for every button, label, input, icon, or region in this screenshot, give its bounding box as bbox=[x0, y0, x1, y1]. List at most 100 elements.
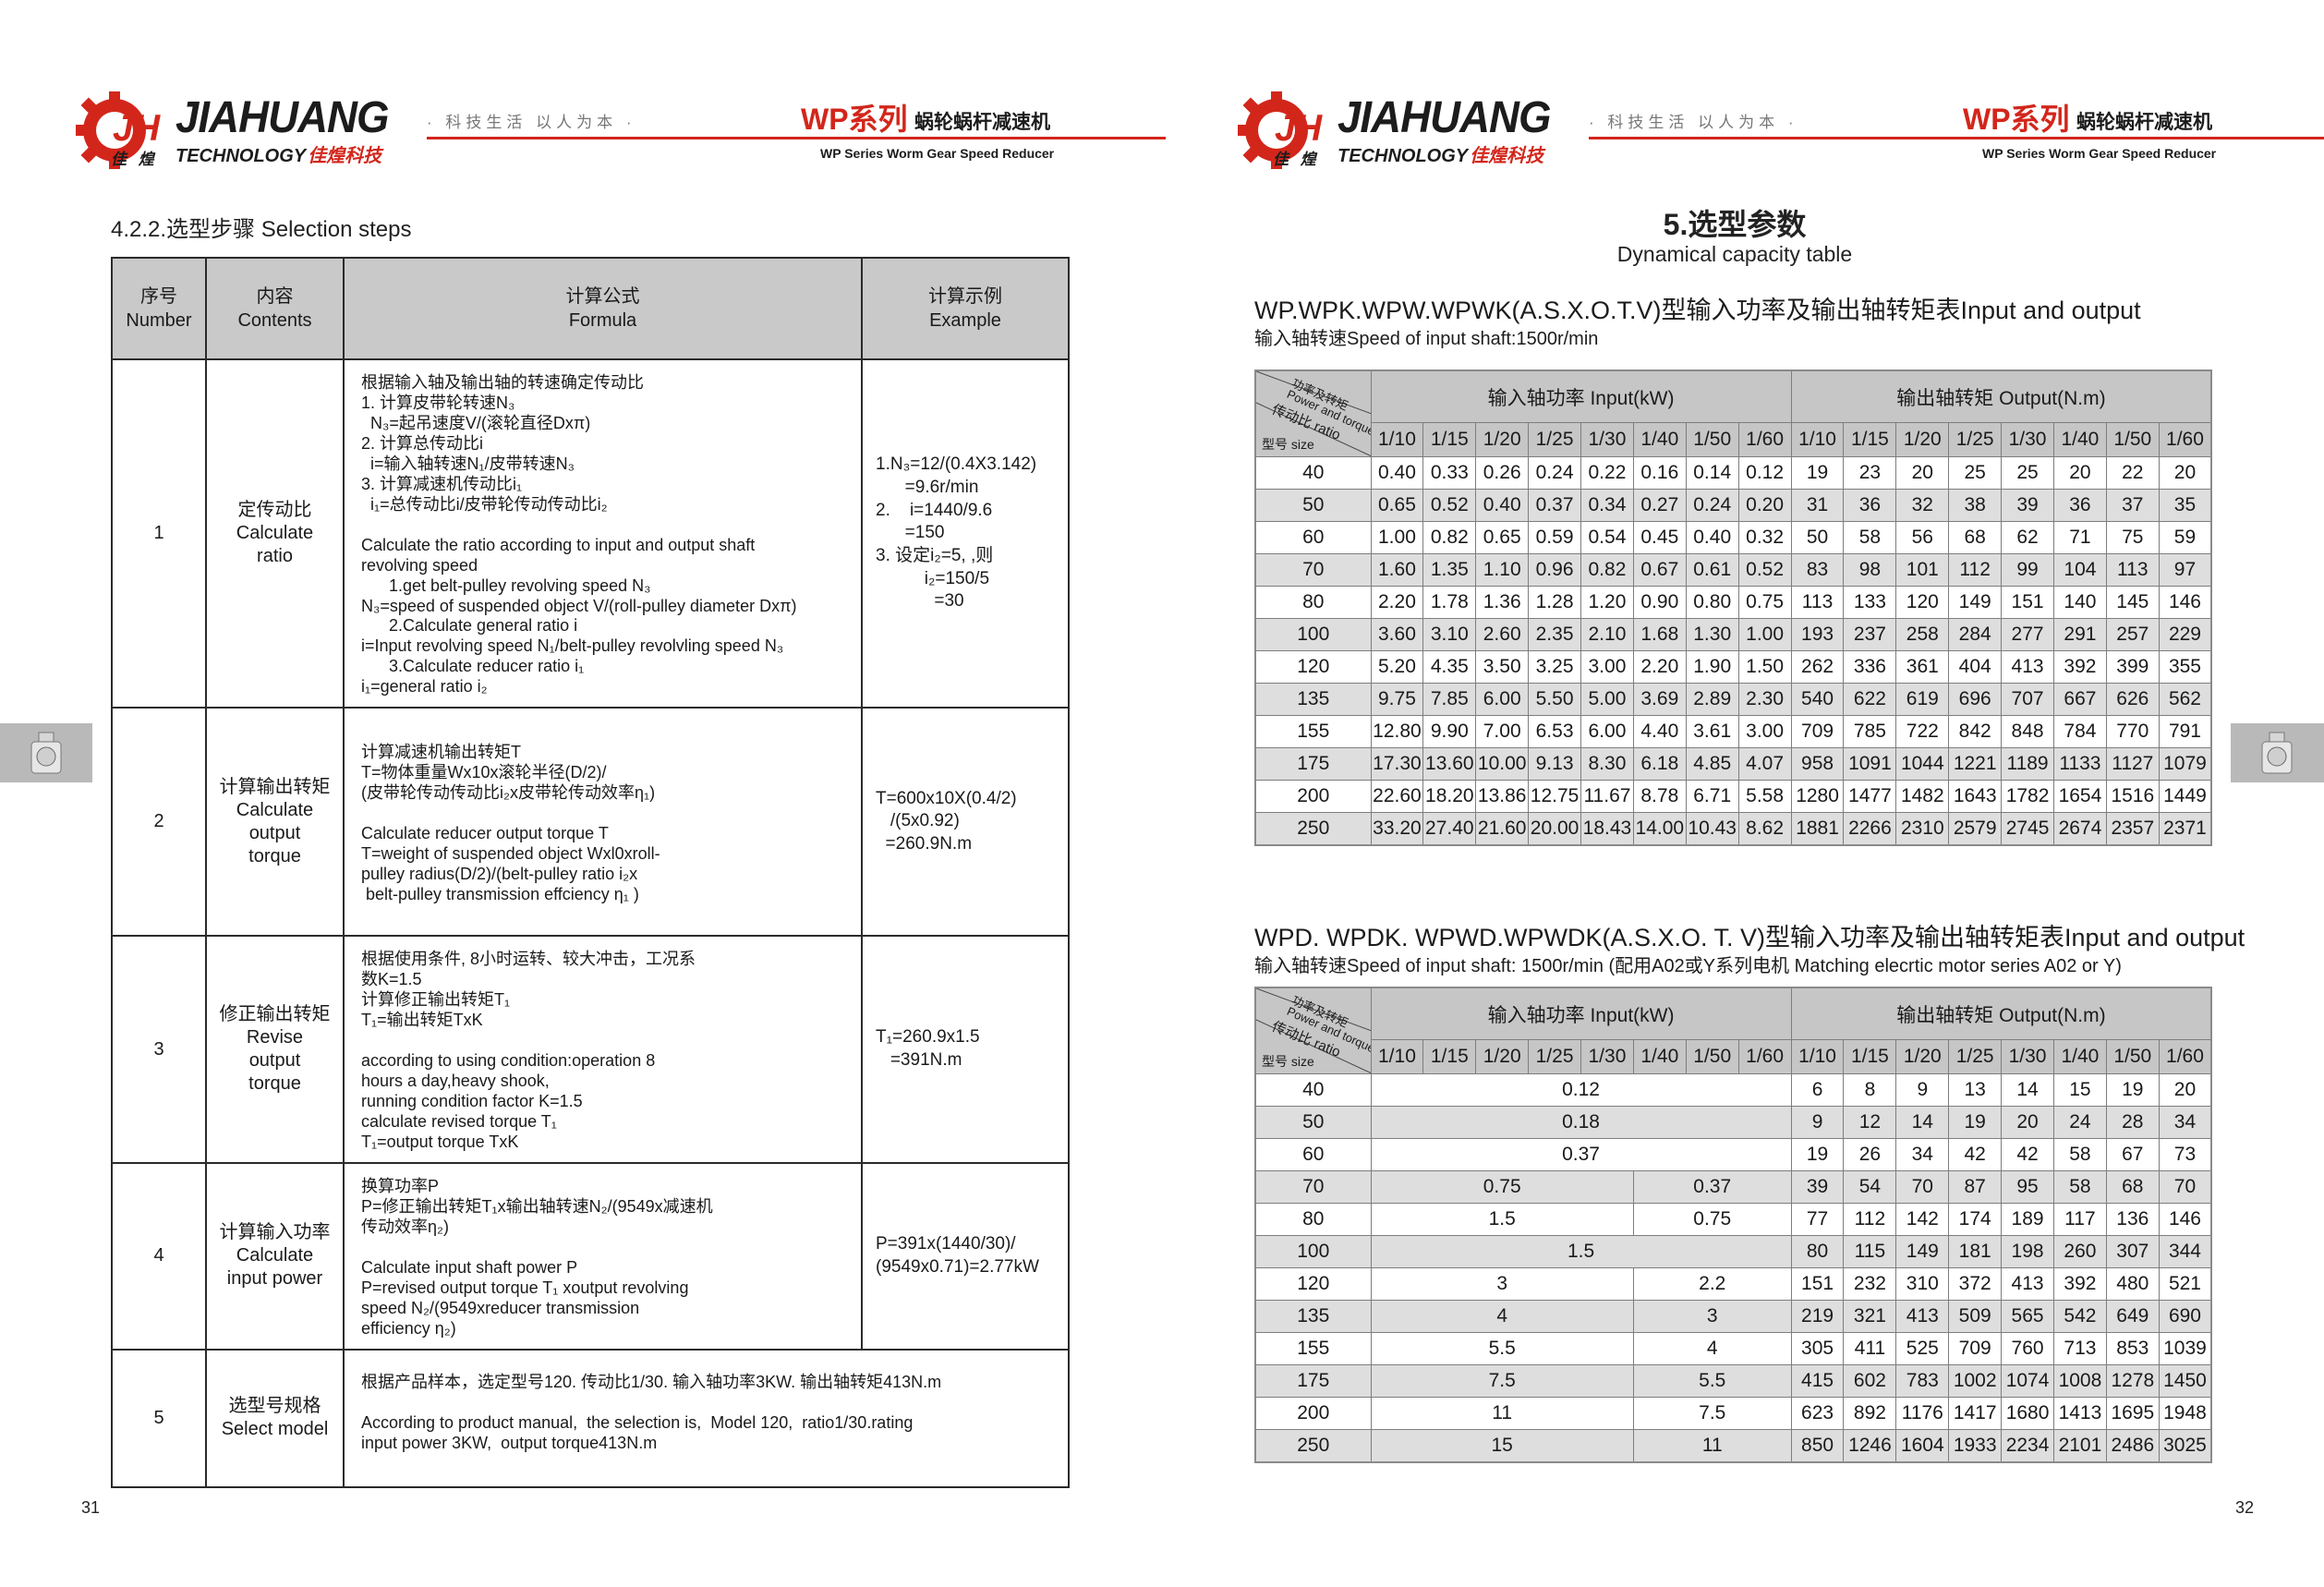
output-torque-cell: 372 bbox=[1948, 1267, 2003, 1301]
input-power-cell: 0.54 bbox=[1580, 521, 1634, 554]
input-power-cell: 1.00 bbox=[1737, 618, 1792, 651]
page-number: 32 bbox=[2235, 1498, 2255, 1517]
input-power-cell: 0.45 bbox=[1632, 521, 1687, 554]
side-tab[interactable] bbox=[0, 723, 92, 782]
input-power-cell: 1.20 bbox=[1580, 586, 1634, 619]
output-torque-cell: 25 bbox=[1948, 456, 2003, 490]
ratio-header: 1/40 bbox=[2052, 1039, 2107, 1074]
input-power-cell: 0.24 bbox=[1685, 489, 1739, 522]
output-torque-cell: 19 bbox=[1948, 1106, 2003, 1139]
svg-text:JH: JH bbox=[1275, 108, 1323, 149]
column-header: 内容 Contents bbox=[205, 257, 345, 360]
example-line: /(5x0.92) bbox=[876, 811, 960, 831]
output-torque-cell: 355 bbox=[2158, 650, 2212, 684]
table1-subtitle: 输入轴转速Speed of input shaft:1500r/min bbox=[1254, 329, 1599, 349]
size-cell: 60 bbox=[1254, 521, 1372, 554]
step-row: 4 计算输入功率 Calculate input power 换算功率P P=修正输出转矩… bbox=[111, 1161, 1070, 1351]
formula-line: Calculate input shaft power P bbox=[361, 1257, 578, 1277]
column-header: 计算公式 Formula bbox=[343, 257, 863, 360]
output-torque-cell: 336 bbox=[1843, 650, 1897, 684]
series-cn-title: 蜗轮蜗杆减速机 bbox=[2076, 112, 2212, 133]
output-torque-cell: 411 bbox=[1843, 1332, 1897, 1365]
input-power-cell: 18.43 bbox=[1580, 812, 1634, 846]
output-torque-cell: 1127 bbox=[2105, 747, 2160, 781]
svg-text:JH: JH bbox=[113, 108, 161, 149]
size-cell: 100 bbox=[1254, 618, 1372, 651]
input-power-cell: 11 bbox=[1370, 1397, 1634, 1430]
output-torque-cell: 174 bbox=[1948, 1203, 2003, 1236]
output-torque-cell: 2745 bbox=[2001, 812, 2054, 846]
formula-line: speed N₂/(9549xreducer transmission bbox=[361, 1298, 640, 1317]
corner-header: 功率及转矩 Power and torque 传动比 ratio 型号 size bbox=[1254, 369, 1372, 457]
selection-steps-table: 序号 Number 内容 Contents 计算公式 Formula 计算示例 Example… bbox=[111, 257, 1070, 1488]
input-power-cell: 4 bbox=[1632, 1332, 1792, 1365]
output-torque-cell: 34 bbox=[1895, 1138, 1950, 1171]
column-header-en: Contents bbox=[237, 310, 312, 331]
output-torque-cell: 22 bbox=[2105, 456, 2160, 490]
output-torque-cell: 542 bbox=[2052, 1300, 2107, 1333]
input-power-cell: 6.00 bbox=[1475, 683, 1530, 716]
input-power-cell: 20.00 bbox=[1528, 812, 1581, 846]
size-cell: 175 bbox=[1254, 747, 1372, 781]
input-power-cell: 8.30 bbox=[1580, 747, 1634, 781]
output-torque-cell: 146 bbox=[2158, 586, 2212, 619]
input-power-cell: 2.60 bbox=[1475, 618, 1530, 651]
output-torque-cell: 20 bbox=[1895, 456, 1950, 490]
output-torque-cell: 622 bbox=[1843, 683, 1897, 716]
output-torque-cell: 38 bbox=[1948, 489, 2003, 522]
output-torque-cell: 151 bbox=[1790, 1267, 1845, 1301]
output-torque-cell: 626 bbox=[2105, 683, 2160, 716]
ratio-header: 1/30 bbox=[2001, 422, 2054, 457]
ratio-header: 1/30 bbox=[1580, 422, 1634, 457]
size-cell: 250 bbox=[1254, 1429, 1372, 1463]
side-tab[interactable] bbox=[2231, 723, 2324, 782]
step-content: 计算输出转矩 Calculate output torque bbox=[205, 707, 345, 938]
output-torque-cell: 23 bbox=[1843, 456, 1897, 490]
output-torque-cell: 1449 bbox=[2158, 780, 2212, 813]
input-power-cell: 12.75 bbox=[1528, 780, 1581, 813]
ratio-header: 1/10 bbox=[1790, 1039, 1845, 1074]
formula-line: i=Input revolving speed N₁/belt-pulley r… bbox=[361, 636, 784, 656]
column-header-zh: 内容 bbox=[256, 286, 294, 307]
input-power-cell: 2.30 bbox=[1737, 683, 1792, 716]
input-power-cell: 11.67 bbox=[1580, 780, 1634, 813]
gear-logo-icon: JH bbox=[1238, 91, 1323, 169]
ratio-header: 1/50 bbox=[1685, 1039, 1739, 1074]
input-power-cell: 4.35 bbox=[1422, 650, 1477, 684]
output-torque-cell: 2371 bbox=[2158, 812, 2212, 846]
input-power-cell: 0.22 bbox=[1580, 456, 1634, 490]
ratio-header: 1/15 bbox=[1843, 422, 1897, 457]
input-power-cell: 0.75 bbox=[1737, 586, 1792, 619]
formula-line: input power 3KW, output torque413N.m bbox=[361, 1434, 658, 1453]
output-torque-cell: 193 bbox=[1790, 618, 1845, 651]
input-power-cell: 1.68 bbox=[1632, 618, 1687, 651]
capacity-subtitle: Dynamical capacity table bbox=[1616, 242, 1853, 266]
output-torque-cell: 95 bbox=[2001, 1170, 2054, 1204]
column-header-en: Example bbox=[929, 310, 1001, 331]
output-torque-cell: 509 bbox=[1948, 1300, 2003, 1333]
input-power-cell: 0.14 bbox=[1685, 456, 1739, 490]
output-torque-cell: 20 bbox=[2001, 1106, 2054, 1139]
formula-line: T₁=输出转矩TxK bbox=[361, 1011, 483, 1030]
output-torque-cell: 1221 bbox=[1948, 747, 2003, 781]
formula-line: 2. 计算总传动比i bbox=[361, 433, 484, 453]
input-power-cell: 0.24 bbox=[1528, 456, 1581, 490]
step-row: 2 计算输出转矩 Calculate output torque 计算减速机输出转矩T T=… bbox=[111, 707, 1070, 938]
example-line: (9549x0.71)=2.77kW bbox=[876, 1256, 1039, 1277]
output-torque-cell: 696 bbox=[1948, 683, 2003, 716]
ratio-row: 1/10 1/15 1/20 1/25 1/30 1/40 1/50 1/60 1/10 1/15… bbox=[1255, 422, 2212, 457]
output-torque-cell: 404 bbox=[1948, 650, 2003, 684]
step-row: 5 选型号规格 Select model 根据产品样本，选定型号120. 传动比1/3… bbox=[111, 1348, 1070, 1488]
output-torque-cell: 19 bbox=[1790, 1138, 1845, 1171]
input-power-cell: 5.50 bbox=[1528, 683, 1581, 716]
output-torque-cell: 42 bbox=[2001, 1138, 2054, 1171]
step-formula: 根据使用条件, 8小时运转、较大冲击，工况系 数K=1.5 计算修正输出转矩T₁ T₁… bbox=[343, 935, 863, 1164]
input-power-cell: 0.61 bbox=[1685, 553, 1739, 587]
ratio-header: 1/60 bbox=[1737, 422, 1792, 457]
output-torque-cell: 1008 bbox=[2052, 1364, 2107, 1398]
input-power-cell: 3 bbox=[1370, 1267, 1634, 1301]
formula-line: i=输入轴转速N₁/皮带转速N₃ bbox=[361, 454, 575, 473]
example-line: =150 bbox=[876, 523, 945, 543]
output-torque-cell: 101 bbox=[1895, 553, 1950, 587]
output-header: 输出轴转矩 Output(N.m) bbox=[1790, 369, 2212, 423]
